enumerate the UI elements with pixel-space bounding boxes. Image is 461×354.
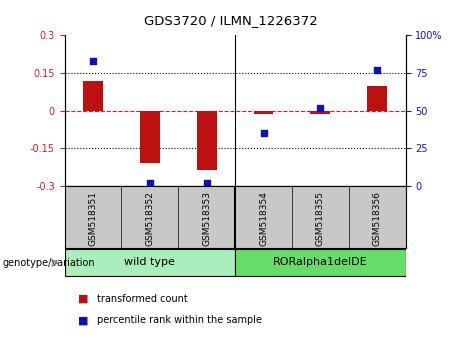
Text: ■: ■ — [78, 294, 89, 304]
Point — [146, 180, 154, 185]
Text: GSM518351: GSM518351 — [89, 191, 97, 246]
Text: GSM518356: GSM518356 — [373, 191, 382, 246]
Text: wild type: wild type — [124, 257, 175, 267]
Text: transformed count: transformed count — [97, 294, 188, 304]
Bar — [310, 110, 331, 114]
Text: ■: ■ — [78, 315, 89, 325]
Bar — [367, 86, 387, 110]
Text: genotype/variation: genotype/variation — [2, 258, 95, 268]
Bar — [140, 110, 160, 163]
Text: GSM518355: GSM518355 — [316, 191, 325, 246]
Bar — [65, 249, 235, 276]
Text: GSM518353: GSM518353 — [202, 191, 211, 246]
Bar — [254, 110, 273, 114]
Bar — [83, 80, 103, 110]
Point — [203, 180, 210, 185]
Point — [317, 105, 324, 110]
Bar — [235, 249, 406, 276]
Text: GDS3720 / ILMN_1226372: GDS3720 / ILMN_1226372 — [144, 14, 317, 27]
Bar — [197, 110, 217, 170]
Text: GSM518354: GSM518354 — [259, 191, 268, 246]
Text: RORalpha1delDE: RORalpha1delDE — [273, 257, 368, 267]
Text: percentile rank within the sample: percentile rank within the sample — [97, 315, 262, 325]
Point — [260, 130, 267, 136]
Point — [89, 58, 97, 64]
Point — [373, 67, 381, 73]
Text: GSM518352: GSM518352 — [145, 191, 154, 246]
